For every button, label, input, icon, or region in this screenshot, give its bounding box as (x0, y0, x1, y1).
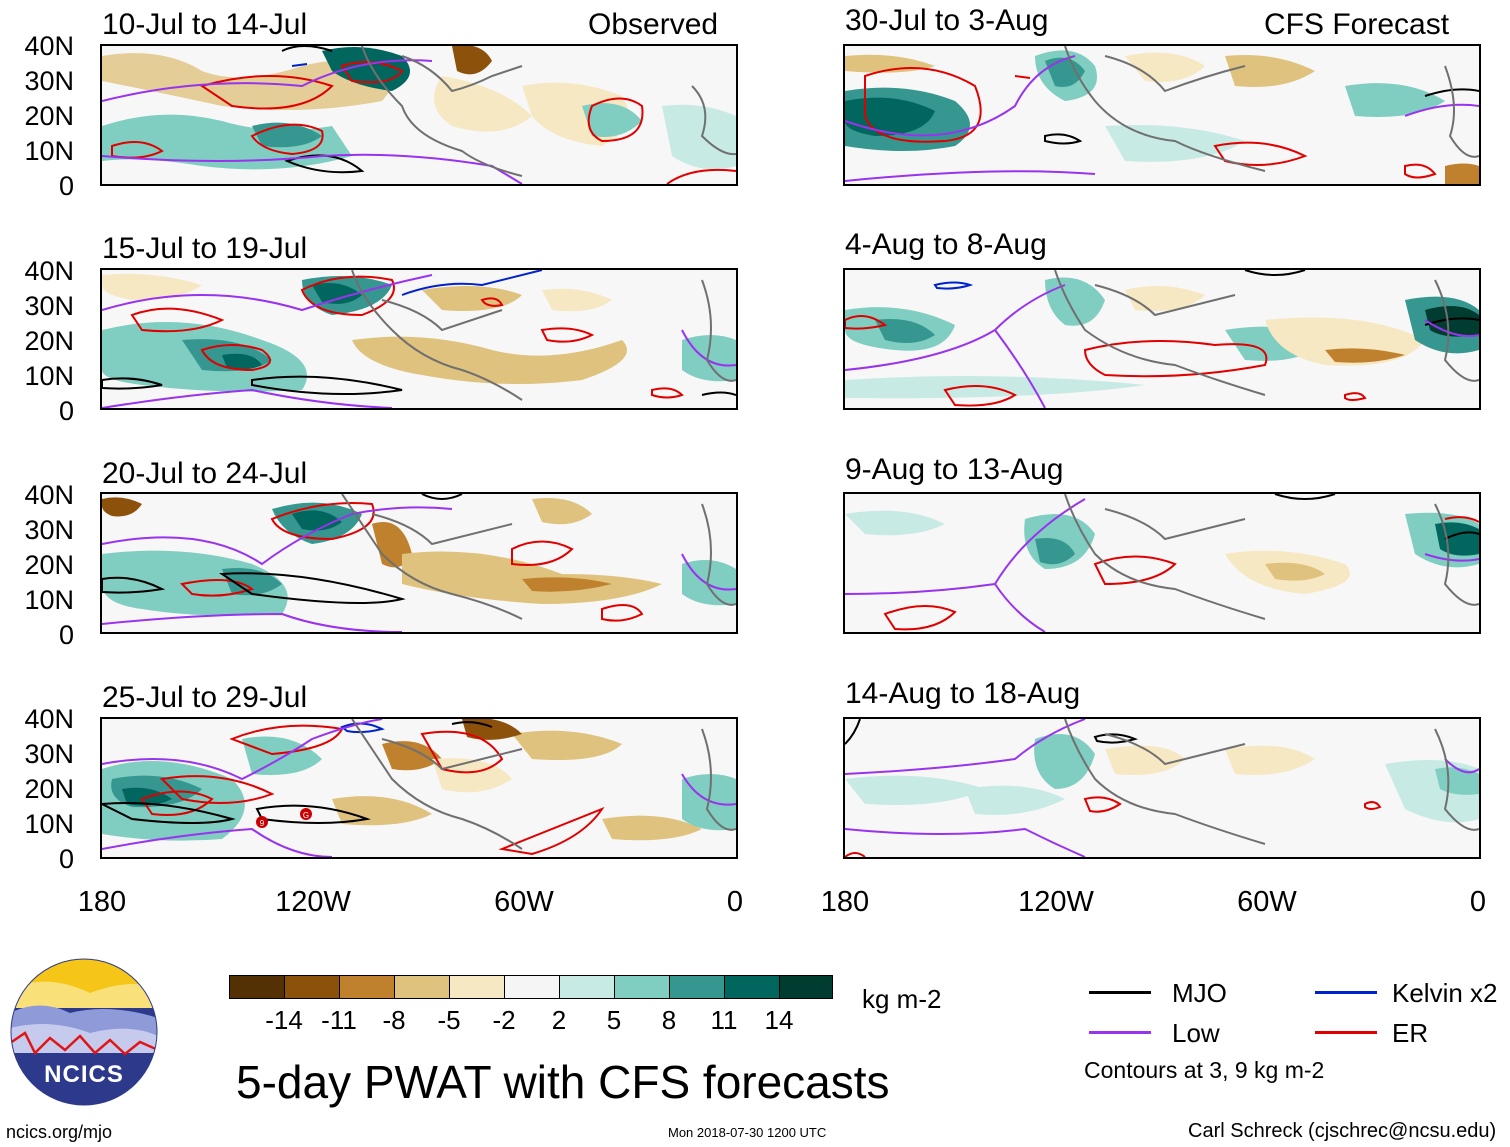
lon-label: 60W (494, 886, 554, 918)
legend-line-mjo (1089, 991, 1151, 994)
colorbar-label: -2 (492, 1005, 516, 1035)
legend-label-er: ER (1392, 1018, 1429, 1048)
map-panel-p8 (843, 717, 1481, 859)
map-panel-p4 (843, 268, 1481, 410)
panel-tag-cfs-forecast: CFS Forecast (1264, 8, 1450, 41)
colorbar-swatch (284, 975, 340, 999)
colorbar-swatch (614, 975, 670, 999)
colorbar-label: 14 (764, 1005, 794, 1035)
logo-text: NCICS (44, 1061, 124, 1088)
panel-title-p4: 4-Aug to 8-Aug (845, 228, 1047, 261)
map-panel-p2 (843, 44, 1481, 186)
legend-label-low: Low (1172, 1018, 1220, 1048)
ncics-logo: NCICS (10, 958, 158, 1106)
colorbar-unit: kg m-2 (862, 984, 942, 1014)
colorbar-label: -14 (265, 1005, 303, 1035)
storm-marker-9: 9 (256, 816, 268, 828)
pwat-field (102, 270, 736, 408)
pwat-field (845, 494, 1479, 632)
panel-title-p8: 14-Aug to 18-Aug (845, 677, 1081, 710)
lat-label: 10N (24, 136, 74, 166)
colorbar-label: 11 (710, 1005, 738, 1035)
colorbar-label: 8 (661, 1005, 677, 1035)
colorbar-swatch (449, 975, 505, 999)
lon-label: 0 (1469, 886, 1487, 918)
lat-label: 40N (24, 256, 74, 286)
lat-label: 0 (58, 396, 74, 426)
panel-title-p3: 15-Jul to 19-Jul (102, 232, 308, 265)
panel-title-p7: 25-Jul to 29-Jul (102, 681, 308, 714)
pwat-field (845, 46, 1479, 184)
map-panel-p3 (100, 268, 738, 410)
lat-label: 40N (24, 31, 74, 61)
lat-label: 30N (24, 739, 74, 769)
footer-author: Carl Schreck (cjschrec@ncsu.edu) (1188, 1120, 1497, 1142)
lon-label: 60W (1237, 886, 1297, 918)
lat-label: 10N (24, 361, 74, 391)
lon-label: 120W (275, 886, 351, 918)
pwat-field (102, 46, 736, 184)
lat-label: 0 (58, 844, 74, 874)
panel-title-p1: 10-Jul to 14-Jul (102, 8, 308, 41)
svg-text:9: 9 (260, 819, 265, 828)
colorbar-label: 2 (551, 1005, 567, 1035)
colorbar-label: -5 (437, 1005, 461, 1035)
colorbar-label: -8 (382, 1005, 406, 1035)
lon-label: 120W (1018, 886, 1094, 918)
legend-line-er (1315, 1031, 1377, 1034)
lon-label: 180 (77, 886, 127, 918)
pwat-field: 9 G (102, 719, 736, 857)
panel-tag-observed: Observed (588, 8, 719, 41)
lon-label: 0 (726, 886, 744, 918)
colorbar-swatch (229, 975, 285, 999)
colorbar-swatch (669, 975, 725, 999)
legend-line-kelvin (1315, 991, 1377, 994)
lat-label: 20N (24, 550, 74, 580)
colorbar-swatch (559, 975, 615, 999)
lat-label: 40N (24, 480, 74, 510)
colorbar-swatch (779, 975, 833, 999)
colorbar-swatch (724, 975, 780, 999)
lat-label: 0 (58, 171, 74, 201)
legend-note: Contours at 3, 9 kg m-2 (1084, 1057, 1325, 1083)
legend-line-low (1089, 1031, 1151, 1034)
colorbar-label: 5 (606, 1005, 622, 1035)
map-panel-p5 (100, 492, 738, 634)
ncics-logo-graphic (10, 958, 158, 1106)
map-panel-p6 (843, 492, 1481, 634)
storm-marker-g: G (300, 808, 312, 820)
pwat-field (102, 494, 736, 632)
lat-label: 10N (24, 585, 74, 615)
lat-label: 0 (58, 620, 74, 650)
svg-text:G: G (303, 811, 309, 820)
lat-label: 30N (24, 515, 74, 545)
panel-title-p6: 9-Aug to 13-Aug (845, 453, 1064, 486)
legend-label-kelvin: Kelvin x2 (1392, 978, 1498, 1008)
panel-title-p5: 20-Jul to 24-Jul (102, 457, 308, 490)
pwat-field (845, 270, 1479, 408)
panel-title-p2: 30-Jul to 3-Aug (845, 4, 1049, 37)
colorbar-label: -11 (321, 1005, 357, 1035)
main-title: 5-day PWAT with CFS forecasts (236, 1056, 890, 1108)
footer-url[interactable]: ncics.org/mjo (6, 1122, 113, 1142)
map-panel-p1 (100, 44, 738, 186)
lat-label: 30N (24, 291, 74, 321)
lat-label: 30N (24, 66, 74, 96)
footer-timestamp: Mon 2018-07-30 1200 UTC (668, 1125, 827, 1140)
map-panel-p7: 9 G (100, 717, 738, 859)
pwat-field (845, 719, 1479, 857)
lat-label: 20N (24, 326, 74, 356)
colorbar-swatch (504, 975, 560, 999)
legend-label-mjo: MJO (1172, 978, 1227, 1008)
lon-label: 180 (820, 886, 870, 918)
lat-label: 10N (24, 809, 74, 839)
lat-label: 20N (24, 774, 74, 804)
lat-label: 20N (24, 101, 74, 131)
lat-label: 40N (24, 704, 74, 734)
colorbar-swatch (394, 975, 450, 999)
colorbar-swatch (339, 975, 395, 999)
